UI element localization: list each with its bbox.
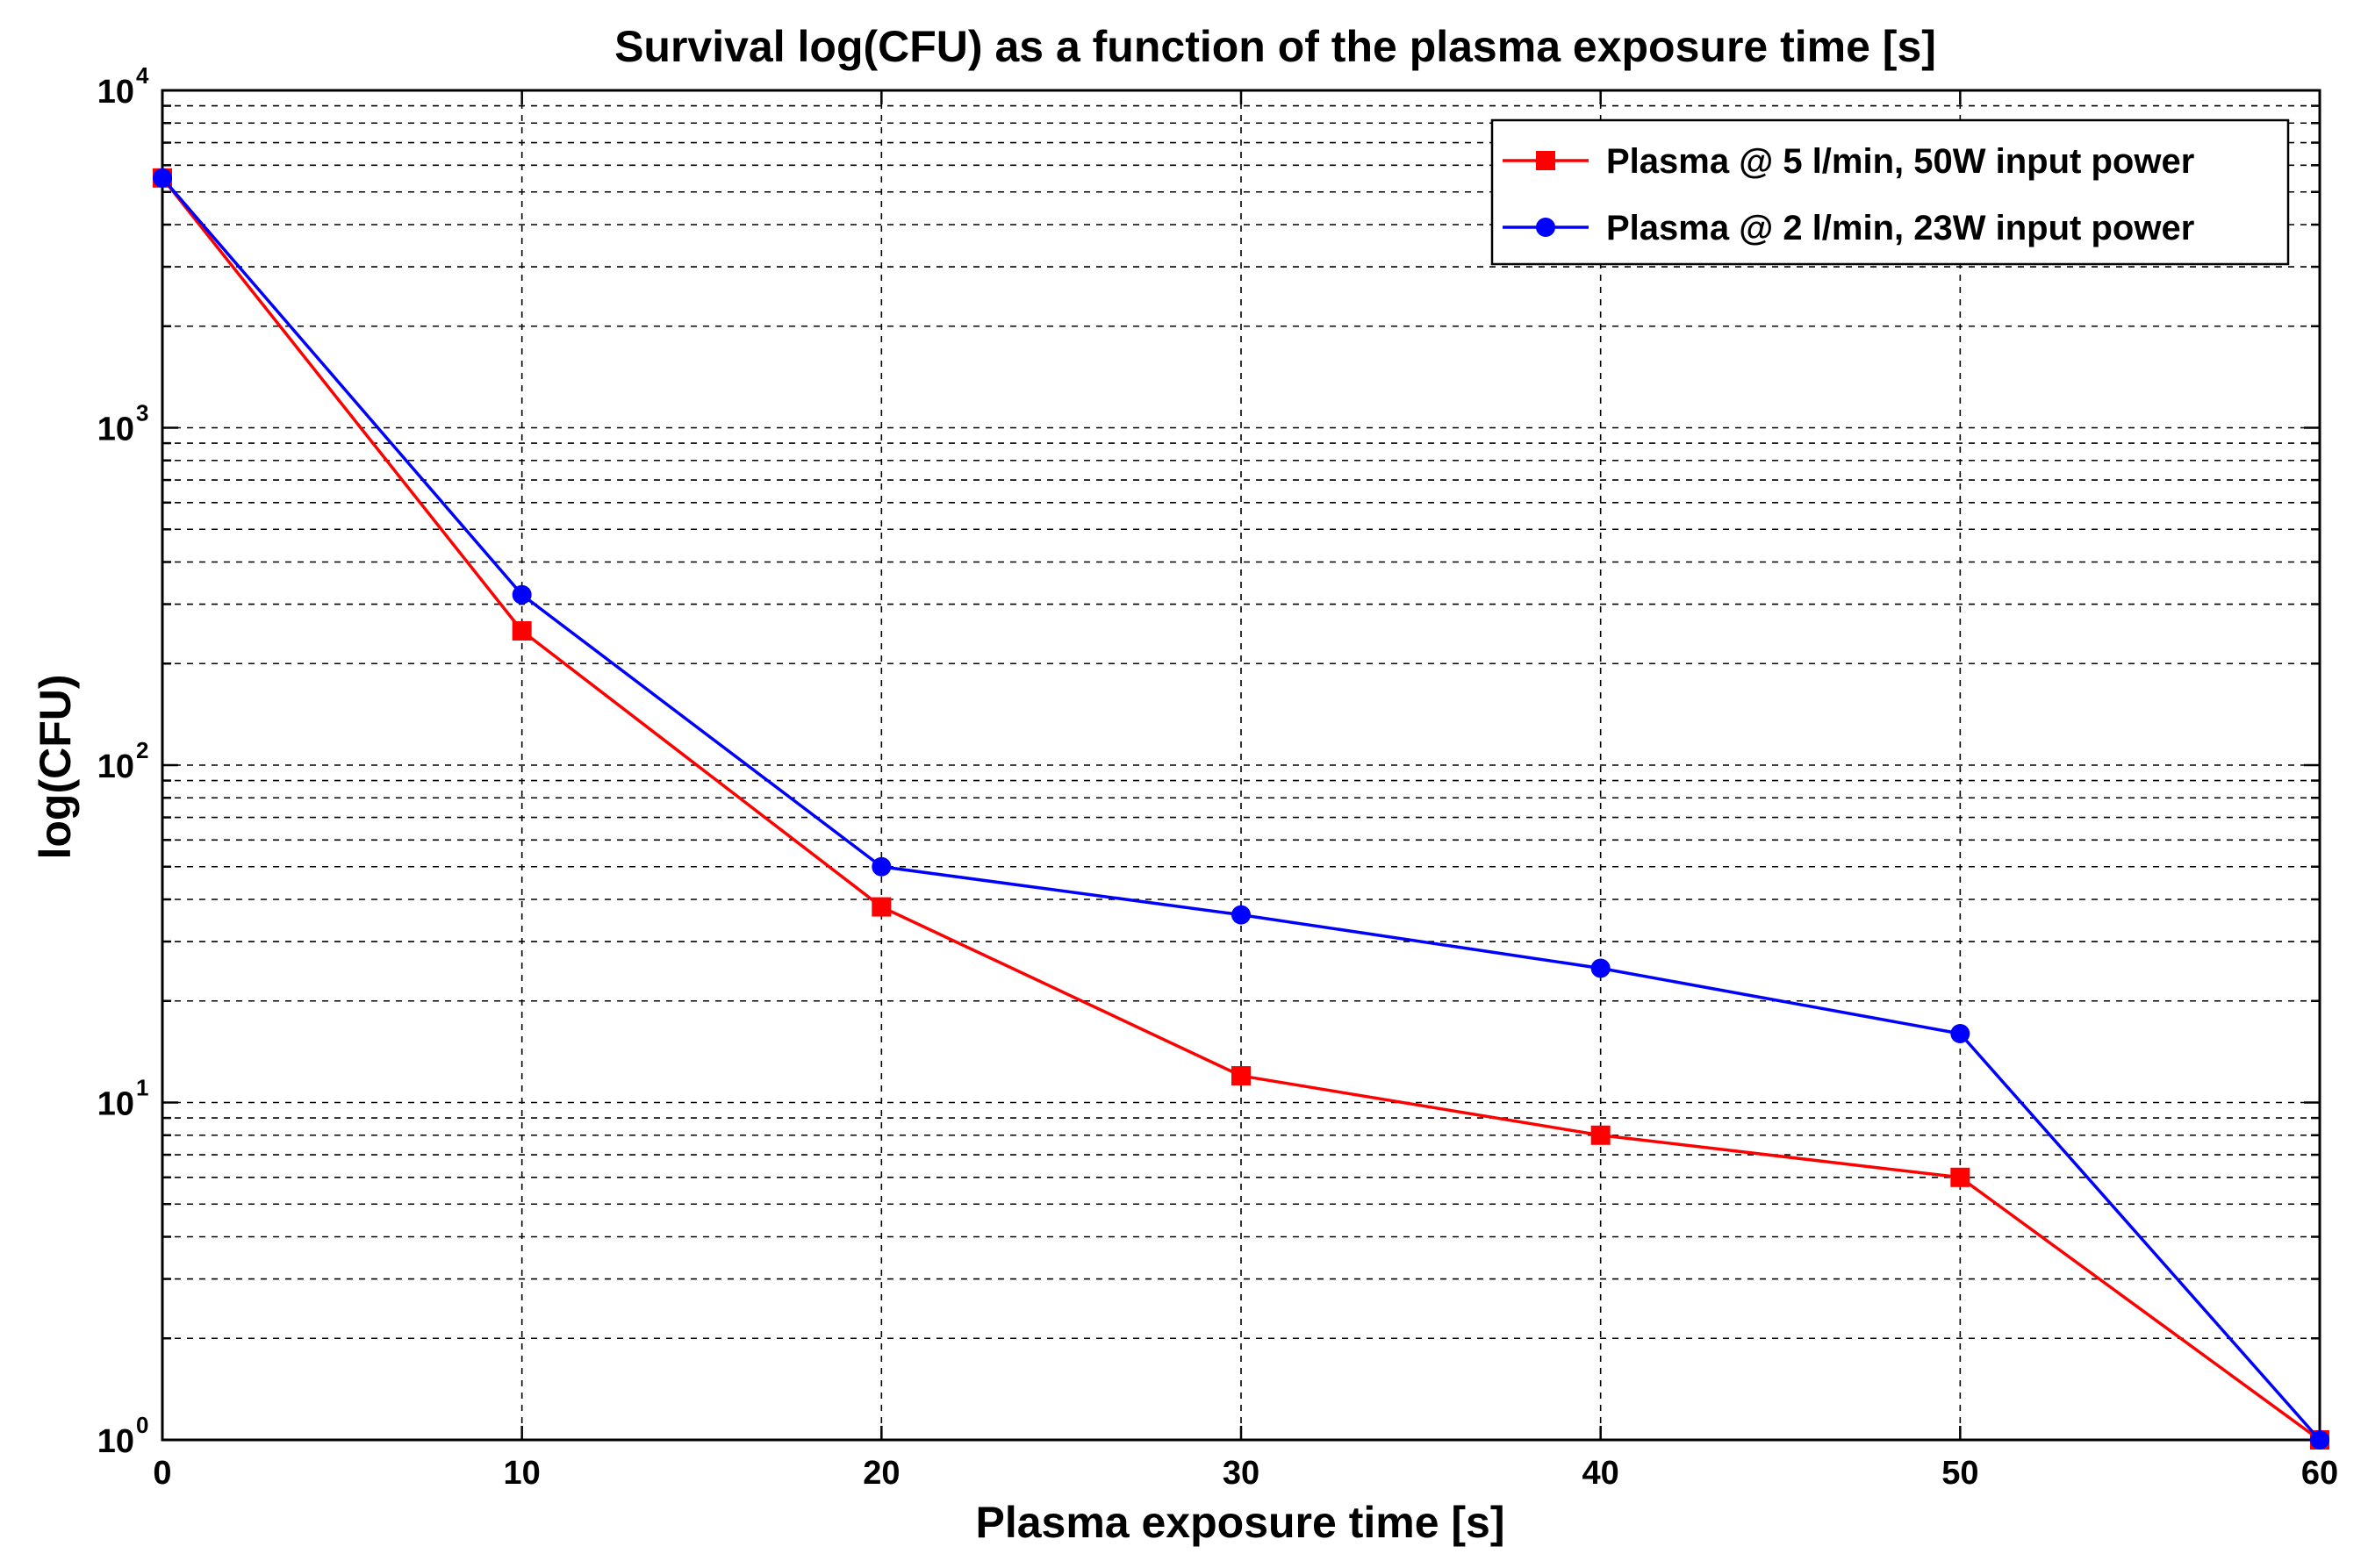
y-tick-label-base: 10 — [97, 74, 134, 111]
legend: Plasma @ 5 l/min, 50W input power Plasma … — [1490, 118, 2290, 266]
y-tick-label-exp: 3 — [136, 400, 148, 426]
x-tick-label: 0 — [153, 1455, 171, 1492]
y-tick-label: 10 4 — [97, 62, 149, 111]
y-tick-label-exp: 4 — [136, 62, 149, 89]
x-tick-label: 60 — [2301, 1455, 2338, 1492]
y-axis-label: log(CFU) — [31, 674, 80, 859]
data-point — [872, 856, 892, 877]
y-tick-label-exp: 1 — [136, 1075, 148, 1101]
data-point — [1950, 1024, 1970, 1044]
y-tick-label: 10 1 — [97, 1075, 149, 1123]
legend-swatch-marker — [1536, 218, 1555, 237]
data-point — [1231, 905, 1251, 925]
data-point — [1590, 958, 1611, 978]
data-point — [872, 897, 892, 917]
x-tick-label: 40 — [1582, 1455, 1619, 1492]
x-tick-label: 50 — [1941, 1455, 1978, 1492]
y-tick-label-base: 10 — [97, 748, 134, 785]
data-point — [2310, 1430, 2329, 1450]
x-ticks: 0 10 20 30 40 50 60 — [153, 90, 2338, 1492]
y-tick-label-base: 10 — [97, 1086, 134, 1123]
data-point — [512, 620, 532, 641]
legend-entry: Plasma @ 2 l/min, 23W input power — [1503, 209, 2194, 247]
chart-title: Survival log(CFU) as a function of the p… — [614, 22, 1936, 71]
y-tick-label-exp: 0 — [136, 1412, 148, 1438]
x-axis-label: Plasma exposure time [s] — [975, 1498, 1504, 1547]
legend-swatch-marker — [1536, 151, 1555, 170]
y-tick-label-base: 10 — [97, 1423, 134, 1460]
legend-entry: Plasma @ 5 l/min, 50W input power — [1503, 142, 2194, 181]
data-point — [1950, 1167, 1970, 1187]
x-tick-label: 30 — [1223, 1455, 1259, 1492]
x-tick-label: 10 — [504, 1455, 541, 1492]
data-point — [1231, 1066, 1251, 1086]
series — [153, 168, 2329, 1450]
y-tick-label: 10 3 — [97, 400, 149, 448]
data-point — [153, 168, 172, 188]
legend-box — [1490, 118, 2290, 266]
y-tick-label: 10 0 — [97, 1412, 149, 1460]
legend-label: Plasma @ 2 l/min, 23W input power — [1606, 209, 2194, 247]
data-point — [1590, 1125, 1611, 1145]
y-tick-label-exp: 2 — [136, 737, 148, 763]
series-2 — [153, 168, 2329, 1450]
y-tick-label-base: 10 — [97, 412, 134, 448]
x-tick-label: 20 — [863, 1455, 900, 1492]
legend-label: Plasma @ 5 l/min, 50W input power — [1606, 142, 2194, 181]
data-point — [512, 584, 532, 605]
y-tick-label: 10 2 — [97, 737, 149, 785]
